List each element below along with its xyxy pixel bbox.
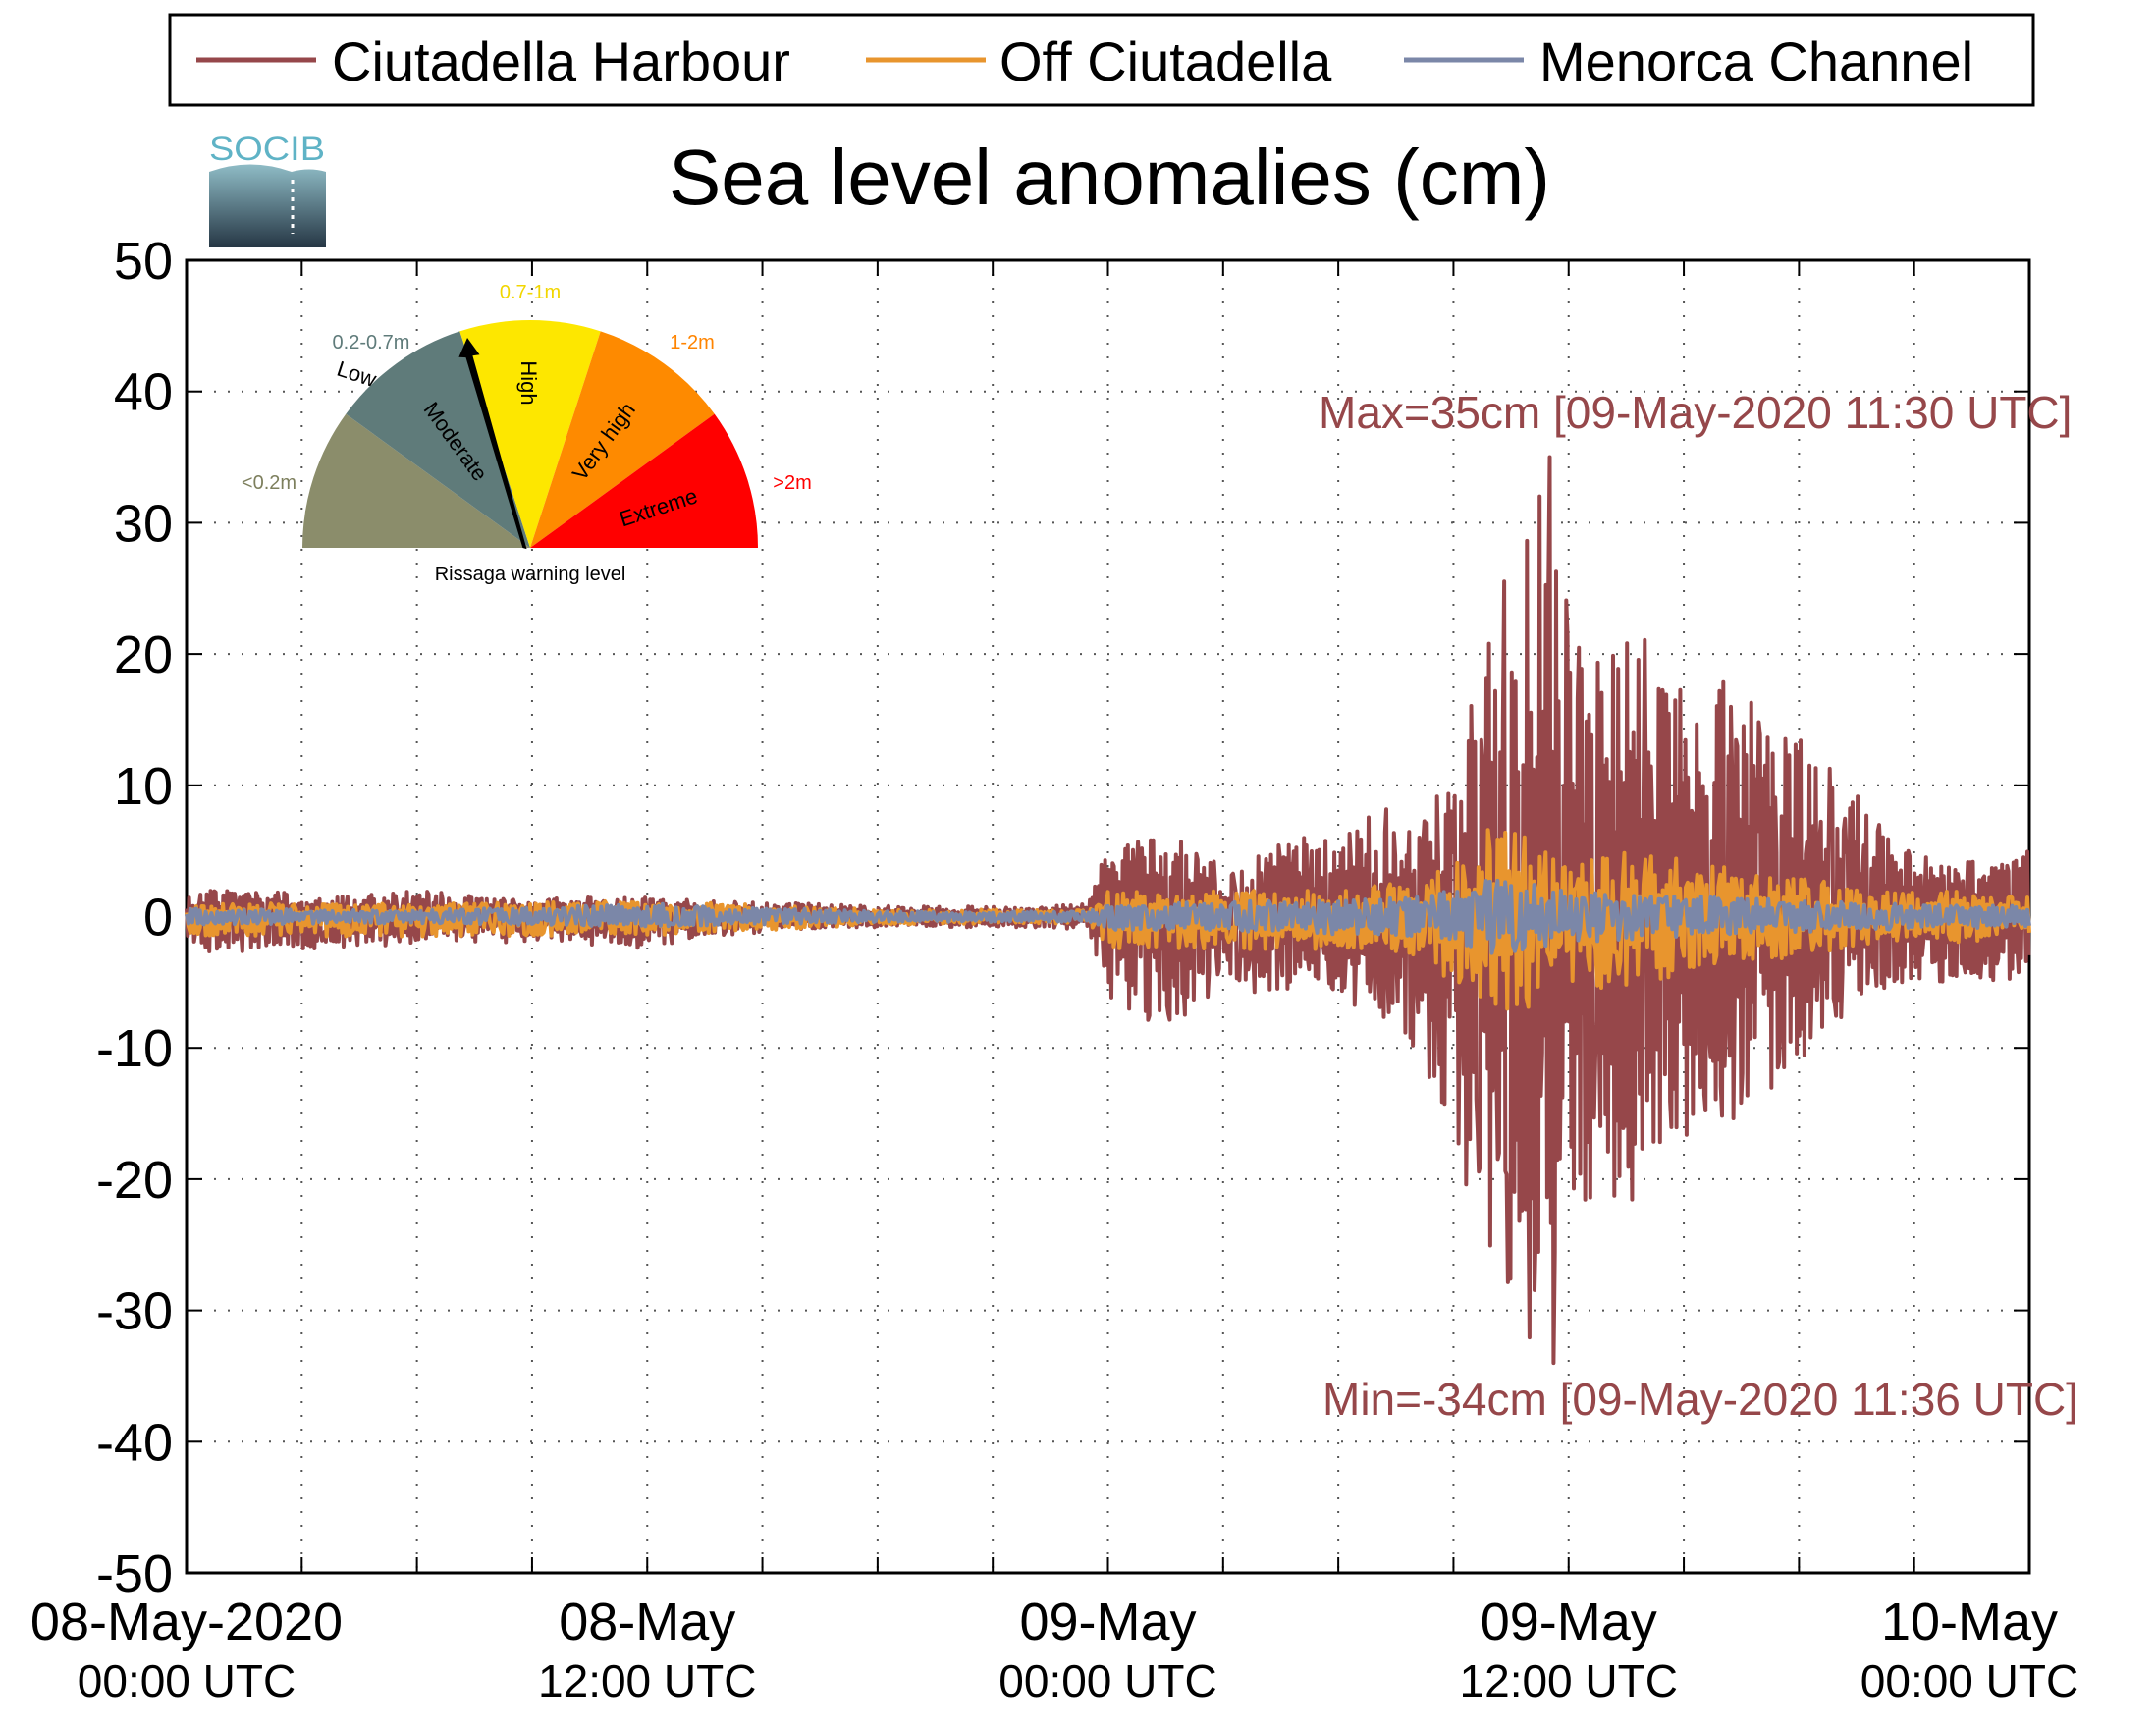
legend-label-ciutadella-harbour: Ciutadella Harbour [332,30,790,92]
gauge-label-high: High [516,360,541,405]
legend-label-off-ciutadella: Off Ciutadella [999,30,1332,92]
socib-logo: SOCIB [209,131,326,247]
series-layer [185,455,2031,1366]
rissaga-gauge: Low Moderate High Very high Extreme <0.2… [242,282,812,585]
x-axis-labels: 08-May-2020 00:00 UTC 08-May 12:00 UTC 0… [30,1593,2078,1707]
min-annotation: Min=-34cm [09-May-2020 11:36 UTC] [1322,1374,2078,1425]
x-tick-date: 08-May-2020 [30,1593,343,1652]
x-tick-date: 09-May [1019,1593,1196,1652]
gauge-segment [530,413,758,548]
legend: Ciutadella Harbour Off Ciutadella Menorc… [168,13,2035,107]
y-tick-label: 40 [114,363,173,422]
x-tick-time: 12:00 UTC [538,1655,756,1707]
y-tick-label: -10 [96,1019,173,1078]
gauge-segment [459,320,601,548]
y-tick-label: 20 [114,625,173,684]
gauge-range-very-high: 1-2m [670,332,715,353]
y-tick-label: -50 [96,1545,173,1603]
y-tick-label: 30 [114,494,173,553]
y-tick-label: 10 [114,757,173,816]
y-tick-label: -30 [96,1282,173,1341]
gauge-segment [302,413,530,548]
legend-box [168,13,2035,107]
logo-text: SOCIB [209,131,325,168]
y-tick-label: -40 [96,1413,173,1472]
y-tick-label: -20 [96,1151,173,1210]
gauge-range-extreme: >2m [773,472,811,494]
logo-wave-shape [209,164,326,247]
series-line-menorca-channel [185,878,2031,955]
gauge-segment [346,331,530,548]
axis-ticks [187,260,2029,1573]
gauge-caption: Rissaga warning level [435,564,626,585]
gauge-range-moderate: 0.2-0.7m [333,332,410,353]
gauge-segments [302,320,758,548]
x-tick-time: 00:00 UTC [1860,1655,2078,1707]
x-tick-time: 00:00 UTC [998,1655,1216,1707]
y-tick-label: 0 [143,889,173,948]
series-line-off-ciutadella [185,828,2031,1011]
x-tick-date: 10-May [1881,1593,2058,1652]
gauge-segment [530,331,715,548]
gauge-needle [458,338,527,550]
y-axis-labels: 50 40 30 20 10 0 -10 -20 -30 -40 -50 [96,232,173,1603]
chart-title: Sea level anomalies (cm) [669,134,1550,221]
x-tick-time: 12:00 UTC [1460,1655,1678,1707]
gauge-range-high: 0.7-1m [500,282,561,303]
gauge-range-low: <0.2m [242,472,296,494]
x-tick-date: 09-May [1481,1593,1657,1652]
legend-label-menorca-channel: Menorca Channel [1539,30,1973,92]
x-tick-date: 08-May [559,1593,735,1652]
x-tick-time: 00:00 UTC [78,1655,296,1707]
max-annotation: Max=35cm [09-May-2020 11:30 UTC] [1319,387,2072,438]
y-tick-label: 50 [114,232,173,291]
